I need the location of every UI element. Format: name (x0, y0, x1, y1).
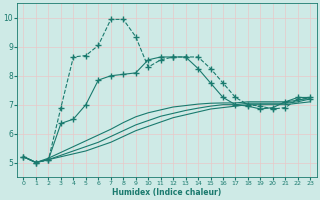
X-axis label: Humidex (Indice chaleur): Humidex (Indice chaleur) (112, 188, 221, 197)
